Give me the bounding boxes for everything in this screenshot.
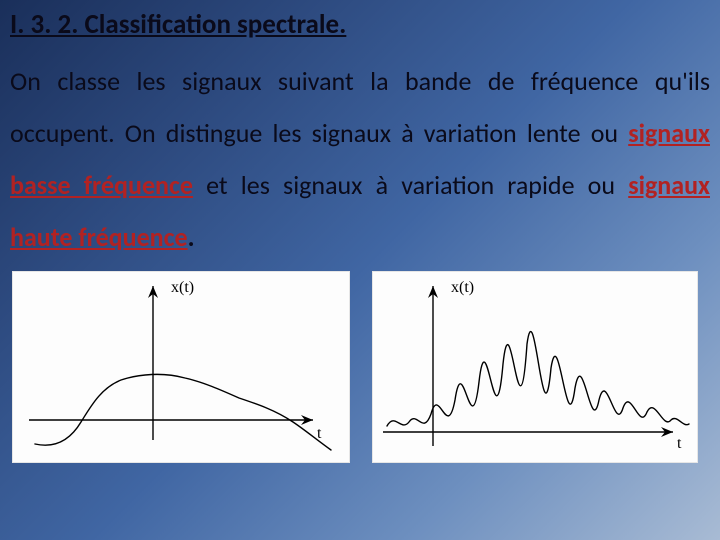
chart-high-freq: x(t) t	[373, 272, 699, 464]
text-part-1: On classe les signaux suivant la bande d…	[10, 65, 710, 149]
figure-high-freq: x(t) t	[372, 271, 698, 463]
text-part-2: et les signaux à variation rapide ou	[193, 169, 628, 201]
chart-low-freq: x(t)t	[13, 272, 351, 464]
text-part-3: .	[188, 221, 195, 253]
figure-low-freq: x(t)t	[12, 271, 350, 463]
svg-text:x(t): x(t)	[451, 279, 474, 296]
section-heading: I. 3. 2. Classification spectrale.	[10, 8, 710, 41]
svg-text:x(t): x(t)	[171, 279, 194, 296]
body-text: On classe les signaux suivant la bande d…	[10, 55, 710, 263]
svg-text:t: t	[677, 435, 682, 452]
